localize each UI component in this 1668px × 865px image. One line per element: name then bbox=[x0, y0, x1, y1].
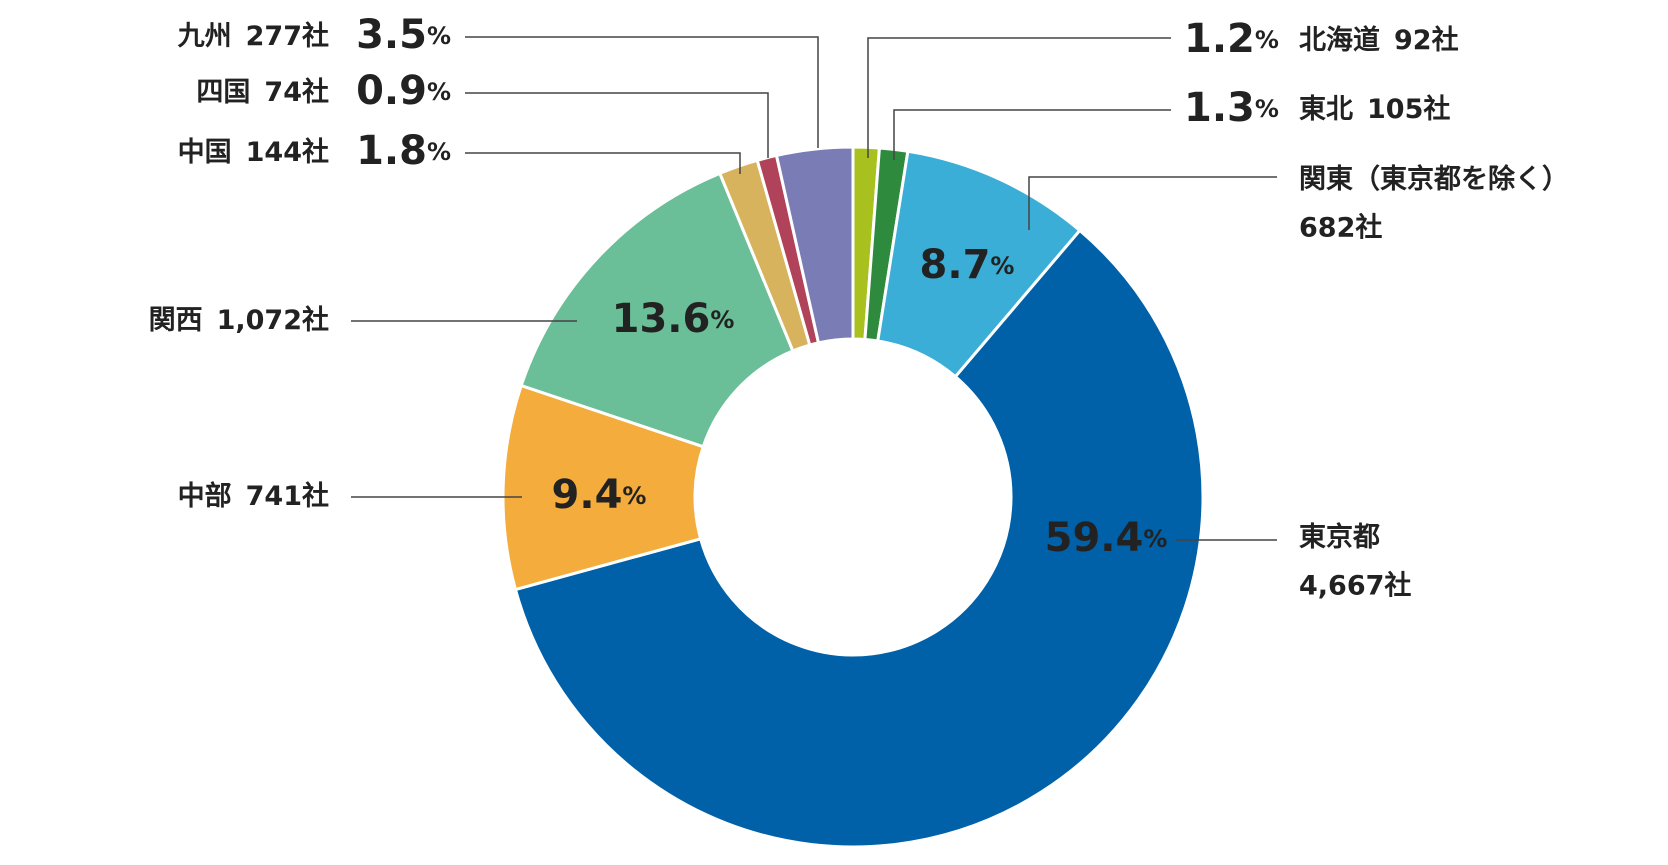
leader-line bbox=[867, 37, 1171, 158]
donut-slice bbox=[774, 145, 855, 345]
count-label: 682社 bbox=[1299, 212, 1382, 244]
category-label: 中国 144社 bbox=[178, 136, 329, 168]
category-label: 四国 74社 bbox=[196, 76, 329, 108]
leader-line bbox=[465, 92, 769, 158]
leader-line bbox=[465, 152, 741, 174]
value-label: 13.6% bbox=[612, 296, 735, 342]
category-label: 中部 741社 bbox=[178, 480, 329, 512]
category-name: 四国 bbox=[196, 77, 250, 108]
category-label: 東北 105社 bbox=[1299, 93, 1450, 125]
category-name: 九州 bbox=[178, 21, 232, 52]
count-label: 92社 bbox=[1394, 24, 1459, 56]
count-label: 277社 bbox=[246, 20, 329, 52]
value-label: 59.4% bbox=[1045, 515, 1168, 561]
category-name: 東北 bbox=[1299, 94, 1353, 125]
category-label: 関西 1,072社 bbox=[149, 304, 329, 336]
category-name: 中国 bbox=[178, 137, 232, 168]
value-label: 1.8% bbox=[356, 128, 451, 174]
category-label: 東京都 bbox=[1299, 521, 1380, 553]
count-label: 74社 bbox=[264, 76, 329, 108]
category-name: 関東（東京都を除く） bbox=[1299, 163, 1569, 195]
value-label: 3.5% bbox=[356, 12, 451, 58]
value-label: 0.9% bbox=[356, 68, 451, 114]
value-label: 8.7% bbox=[920, 242, 1015, 288]
category-name: 中部 bbox=[178, 480, 232, 512]
donut-slice bbox=[501, 383, 706, 592]
category-name: 北海道 bbox=[1299, 24, 1380, 56]
value-label: 9.4% bbox=[552, 472, 647, 518]
count-label: 741社 bbox=[246, 480, 329, 512]
category-name: 東京都 bbox=[1299, 521, 1380, 553]
donut-slice bbox=[519, 171, 795, 449]
category-label: 関東（東京都を除く） bbox=[1299, 163, 1569, 195]
count-label: 105社 bbox=[1367, 93, 1450, 125]
value-label: 1.3% bbox=[1184, 85, 1279, 131]
leader-line bbox=[1028, 176, 1277, 230]
value-label: 1.2% bbox=[1184, 16, 1279, 62]
count-label: 4,667社 bbox=[1299, 570, 1411, 602]
leader-line bbox=[893, 109, 1171, 160]
category-label: 九州 277社 bbox=[178, 20, 329, 52]
count-label: 1,072社 bbox=[217, 304, 329, 336]
category-label: 北海道 92社 bbox=[1299, 24, 1459, 56]
donut-slice bbox=[513, 228, 1205, 849]
leader-line bbox=[465, 36, 819, 148]
category-name: 関西 bbox=[149, 305, 203, 336]
count-label: 144社 bbox=[246, 136, 329, 168]
